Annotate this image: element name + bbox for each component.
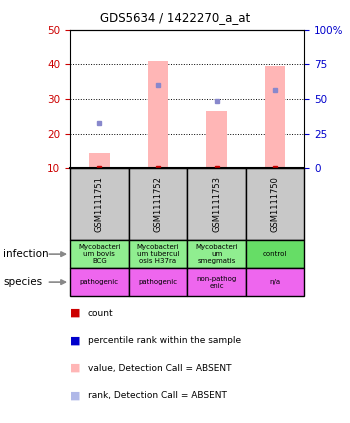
Text: ■: ■ (70, 335, 80, 346)
Bar (129, 168, 187, 240)
Text: GDS5634 / 1422270_a_at: GDS5634 / 1422270_a_at (100, 11, 250, 24)
Text: pathogenic: pathogenic (138, 279, 177, 285)
Text: Mycobacteri
um tubercul
osis H37ra: Mycobacteri um tubercul osis H37ra (136, 244, 179, 264)
Bar (265, 66, 286, 168)
Bar (70, 268, 129, 296)
Text: ■: ■ (70, 308, 80, 318)
Bar (70, 240, 129, 268)
Text: GSM1111752: GSM1111752 (153, 176, 162, 232)
Bar (206, 111, 227, 168)
Text: n/a: n/a (270, 279, 281, 285)
Text: value, Detection Call = ABSENT: value, Detection Call = ABSENT (88, 363, 231, 373)
Bar (246, 168, 304, 240)
Bar (187, 268, 246, 296)
Bar (70, 168, 129, 240)
Text: non-pathog
enic: non-pathog enic (196, 276, 237, 288)
Bar (246, 268, 304, 296)
Bar (187, 240, 246, 268)
Text: ■: ■ (70, 390, 80, 401)
Text: control: control (263, 251, 287, 257)
Text: count: count (88, 308, 113, 318)
Bar (129, 240, 187, 268)
Bar (89, 153, 110, 168)
Text: GSM1111753: GSM1111753 (212, 176, 221, 232)
Bar (129, 268, 187, 296)
Text: rank, Detection Call = ABSENT: rank, Detection Call = ABSENT (88, 391, 226, 400)
Text: Mycobacteri
um
smegmatis: Mycobacteri um smegmatis (195, 244, 238, 264)
Text: percentile rank within the sample: percentile rank within the sample (88, 336, 241, 345)
Bar (187, 168, 246, 240)
Text: species: species (4, 277, 43, 287)
Text: infection: infection (4, 249, 49, 259)
Text: GSM1111750: GSM1111750 (271, 176, 280, 232)
Text: pathogenic: pathogenic (80, 279, 119, 285)
Text: ■: ■ (70, 363, 80, 373)
Text: GSM1111751: GSM1111751 (95, 176, 104, 232)
Text: Mycobacteri
um bovis
BCG: Mycobacteri um bovis BCG (78, 244, 121, 264)
Bar (246, 240, 304, 268)
Bar (148, 61, 168, 168)
